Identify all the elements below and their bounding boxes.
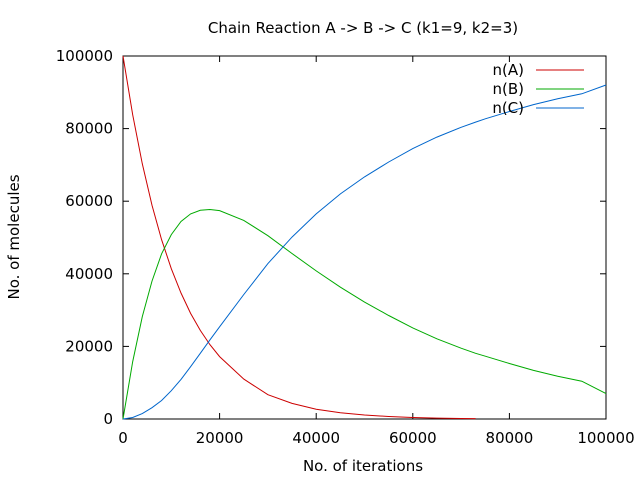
plot-frame [122,55,607,420]
legend-label: n(C) [492,99,524,117]
x-tick-label: 100000 [577,429,634,447]
chart-title: Chain Reaction A -> B -> C (k1=9, k2=3) [208,19,518,37]
series-line-2 [122,84,607,420]
y-tick-label: 40000 [65,265,113,283]
y-tick-label: 20000 [65,337,113,355]
x-tick-label: 0 [118,429,128,447]
ticks-layer: 0 20000 40000 60000 80000 100000 0 20000 40000 60… [56,47,635,447]
y-tick-label: 100000 [56,47,113,65]
legend-label: n(A) [493,61,524,79]
x-tick-label: 20000 [196,429,244,447]
x-axis-title: No. of iterations [303,457,423,475]
series-layer [122,55,607,420]
series-line-0 [122,55,476,420]
y-tick-label: 0 [103,410,113,428]
y-axis-title: No. of molecules [5,174,23,299]
x-tick-label: 60000 [389,429,437,447]
x-tick-label: 40000 [292,429,340,447]
y-tick-label: 80000 [65,120,113,138]
series-line-1 [122,208,607,420]
y-tick-label: 60000 [65,192,113,210]
legend-label: n(B) [492,80,524,98]
x-tick-label: 80000 [486,429,534,447]
legend: n(A)n(B)n(C) [492,61,584,117]
